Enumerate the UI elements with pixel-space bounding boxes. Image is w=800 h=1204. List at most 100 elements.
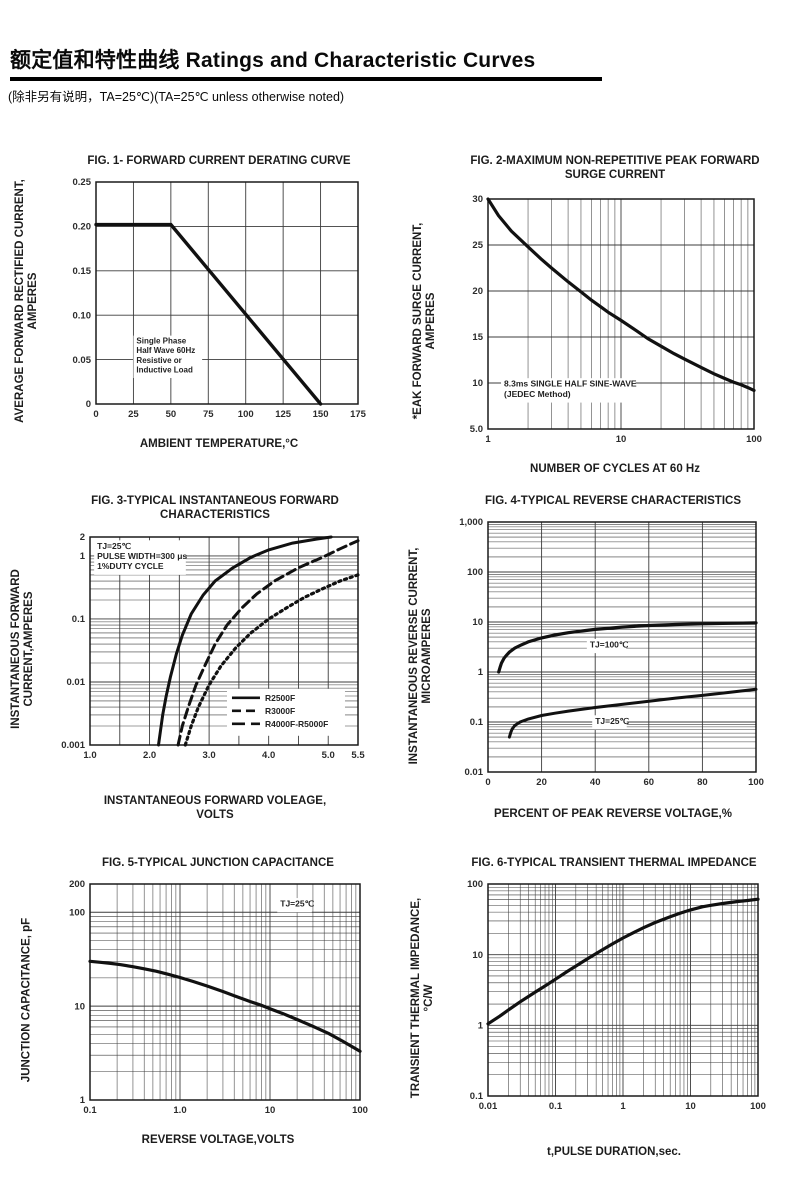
x-tick-label: 50 <box>166 409 177 420</box>
x-tick-label: 40 <box>590 777 601 788</box>
y-tick-label: 1 <box>80 1096 86 1107</box>
curve-TJ-100C <box>497 621 758 674</box>
page-title: 额定值和特性曲线 Ratings and Characteristic Curv… <box>10 49 536 72</box>
figure-2-plot: 1 10 100 5.0 10 15 20 25 30 8.3ms SINGLE HALF SIN… <box>470 194 762 445</box>
x-tick-label: 100 <box>352 1105 368 1116</box>
plot-border <box>89 883 361 1102</box>
figure-1-y-axis-label: AVERAGE FORWARD RECTIFIED CURRENT, AMPER… <box>13 179 39 424</box>
x-tick-label: 1.0 <box>83 750 96 761</box>
figure-1-y-axis: AVERAGE FORWARD RECTIFIED CURRENT, AMPER… <box>10 172 44 430</box>
y-tick-label: 10 <box>472 618 483 629</box>
figure-2-title: FIG. 2-MAXIMUM NON-REPETITIVE PEAK FORWA… <box>470 155 760 182</box>
figure-5: FIG. 5-TYPICAL JUNCTION CAPACITANCE JUNC… <box>10 856 400 1148</box>
y-tick-label: 10 <box>472 950 483 961</box>
y-tick-label: 1 <box>80 551 86 562</box>
x-tick-label: 100 <box>748 777 764 788</box>
figure-6: FIG. 6-TYPICAL TRANSIENT THERMAL IMPEDAN… <box>406 856 796 1160</box>
x-tick-label: 5.5 <box>351 750 365 761</box>
figure-2: FIG. 2-MAXIMUM NON-REPETITIVE PEAK FORWA… <box>408 154 796 477</box>
figure-1-x-axis-label: AMBIENT TEMPERATURE,°C <box>139 438 299 451</box>
y-tick-label: 0.1 <box>470 718 484 729</box>
y-tick-label: 0.20 <box>73 222 92 233</box>
x-tick-label: 20 <box>536 777 547 788</box>
annotation-text: TJ=100℃ <box>590 640 629 650</box>
annotation-box <box>277 898 312 913</box>
x-tick-label: 0.1 <box>549 1101 563 1112</box>
y-tick-label: 0.10 <box>73 311 92 322</box>
annotation-text: Single Phase <box>136 337 186 346</box>
x-tick-label: 175 <box>350 409 367 420</box>
y-tick-label: 0.01 <box>67 677 86 688</box>
legend-label: R4000F-R5000F <box>265 719 328 729</box>
x-tick-label: 1 <box>620 1101 626 1112</box>
x-tick-label: 80 <box>697 777 708 788</box>
annotation-text: 8.3ms SINGLE HALF SINE-WAVE <box>504 378 637 388</box>
legend-label: R3000F <box>265 706 295 716</box>
y-tick-label: 10 <box>472 378 483 389</box>
y-tick-label: 0 <box>86 400 91 411</box>
annotation-text: Half Wave 60Hz <box>136 347 195 356</box>
y-tick-label: 25 <box>472 240 483 251</box>
plot-border <box>89 536 359 746</box>
figure-2-y-axis-label: *EAK FORWARD SURGE CURRENT, AMPERES <box>411 222 437 420</box>
x-tick-label: 5.0 <box>322 750 335 761</box>
x-tick-label: 75 <box>203 409 214 420</box>
x-tick-label: 10 <box>616 434 627 445</box>
figure-5-x-axis-label: REVERSE VOLTAGE,VOLTS <box>141 1134 295 1147</box>
annotation-box <box>592 715 627 730</box>
y-tick-label: 0.01 <box>465 768 484 779</box>
y-tick-label: 100 <box>467 568 483 579</box>
figure-4-x-axis-label: PERCENT OF PEAK REVERSE VOLTAGE,% <box>494 808 732 821</box>
annotation-text: PULSE WIDTH=300 μs <box>97 551 187 561</box>
page-header: 额定值和特性曲线 Ratings and Characteristic Curv… <box>10 44 602 81</box>
figure-4-y-axis: INSTANTANEOUS REVERSE CURRENT, MICROAMPE… <box>404 512 438 800</box>
legend-label: R2500F <box>265 693 295 703</box>
figure-5-title: FIG. 5-TYPICAL JUNCTION CAPACITANCE <box>102 857 334 869</box>
x-tick-label: 125 <box>275 409 292 420</box>
figure-5-y-axis: JUNCTION CAPACITANCE, pF <box>10 874 44 1126</box>
x-tick-label: 1.0 <box>173 1105 186 1116</box>
x-tick-label: 100 <box>750 1101 766 1112</box>
figure-1: FIG. 1- FORWARD CURRENT DERATING CURVE A… <box>10 154 402 452</box>
figure-6-x-axis-label: t,PULSE DURATION,sec. <box>547 1146 681 1159</box>
y-tick-label: 200 <box>69 880 85 891</box>
y-tick-label: 2 <box>80 532 85 543</box>
figure-6-y-axis: TRANSIENT THERMAL IMPEDANCE, °C/W <box>406 874 440 1122</box>
figure-4: FIG. 4-TYPICAL REVERSE CHARACTERISTICS I… <box>404 494 796 822</box>
x-tick-label: 10 <box>265 1105 276 1116</box>
curve-R4000F-R5000F <box>183 573 360 747</box>
curve-R3000F <box>176 538 360 747</box>
y-tick-label: 10 <box>74 1002 85 1013</box>
y-tick-label: 100 <box>69 908 85 919</box>
annotation-box <box>586 639 627 654</box>
annotation-box <box>94 540 186 575</box>
figure-3-x-axis-label: INSTANTANEOUS FORWARD VOLEAGE, VOLTS <box>103 794 327 821</box>
figure-6-y-axis-label: TRANSIENT THERMAL IMPEDANCE, °C/W <box>409 898 435 1099</box>
y-tick-label: 100 <box>467 880 483 891</box>
annotation-text: TJ=25℃ <box>97 541 131 551</box>
x-tick-label: 25 <box>128 409 139 420</box>
figure-3-y-axis-label: INSTANTANEOUS FORWARD CURRENT,AMPERES <box>9 568 35 729</box>
x-tick-label: 3.0 <box>203 750 216 761</box>
annotation-text: (JEDEC Method) <box>504 389 571 399</box>
x-tick-label: 2.0 <box>143 750 156 761</box>
x-tick-label: 1 <box>485 434 491 445</box>
figure-1-plot: 0 25 50 75 100 125 150 175 0 0.05 0.10 0.15 0.20 0.25… <box>73 178 367 421</box>
y-tick-label: 0.05 <box>73 355 92 366</box>
y-tick-label: 5.0 <box>470 424 483 435</box>
y-tick-label: 0.25 <box>73 178 92 189</box>
annotation-text: 1%DUTY CYCLE <box>97 561 164 571</box>
figure-6-title: FIG. 6-TYPICAL TRANSIENT THERMAL IMPEDAN… <box>471 857 757 869</box>
annotation-text: Resistive or <box>136 356 181 365</box>
x-tick-label: 0 <box>485 777 490 788</box>
annotation-text: TJ=25℃ <box>595 716 629 726</box>
x-tick-label: 150 <box>313 409 329 420</box>
x-tick-label: 100 <box>238 409 254 420</box>
figure-4-title: FIG. 4-TYPICAL REVERSE CHARACTERISTICS <box>484 495 741 507</box>
x-tick-label: 60 <box>644 777 655 788</box>
figure-5-y-axis-label: JUNCTION CAPACITANCE, pF <box>20 918 33 1083</box>
y-tick-label: 15 <box>472 332 483 343</box>
y-tick-label: 30 <box>472 194 483 205</box>
y-tick-label: 0.15 <box>73 266 92 277</box>
